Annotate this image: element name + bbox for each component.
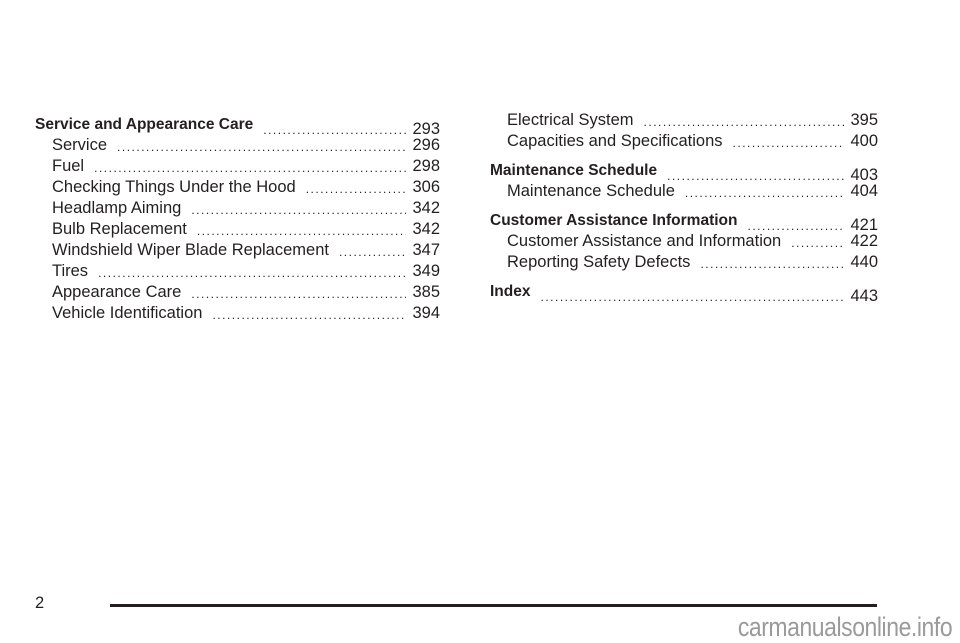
toc-entry[interactable]: Fuel 298 [35,156,440,177]
dot-leader [644,113,844,131]
dot-leader [747,217,844,235]
page-number: 2 [35,594,45,612]
toc-title: Maintenance Schedule [507,182,675,200]
toc-title: Maintenance Schedule [490,162,658,179]
watermark: carmanualsonline.info [737,612,953,642]
dot-leader [685,184,844,202]
dot-leader [339,243,406,261]
toc-title: Vehicle Identification [52,304,203,322]
toc-title: Customer Assistance Information [490,212,738,229]
dot-leader [733,134,844,152]
toc-entry[interactable]: Windshield Wiper Blade Replacement 347 [35,240,440,261]
toc-entry[interactable]: Customer Assistance and Information 422 [490,231,878,252]
toc-title: Fuel [52,157,85,175]
dot-leader [212,306,406,324]
dot-leader [667,167,844,185]
toc-left-column: Service and Appearance Care 293 Service 296… [35,110,440,324]
toc-section-heading[interactable]: Index 443 [490,277,878,305]
toc-title: Electrical System [507,111,634,129]
dot-leader [191,201,406,219]
toc-title: Customer Assistance and Information [507,232,782,250]
toc-page-number: 385 [412,283,440,301]
toc-page-number: 403 [850,166,878,184]
toc-page-number: 395 [850,111,878,129]
toc-section-heading[interactable]: Maintenance Schedule 403 [490,156,878,184]
toc-page-number: 298 [412,157,440,175]
dot-leader [117,138,406,156]
toc-entry[interactable]: Headlamp Aiming 342 [35,198,440,219]
toc-page-number: 342 [412,199,440,217]
dot-leader [197,222,406,240]
toc-entry[interactable]: Reporting Safety Defects 440 [490,252,878,273]
toc-page-number: 394 [412,304,440,322]
toc-title: Service [52,136,108,154]
toc-title: Checking Things Under the Hood [52,178,296,196]
dot-leader [94,159,406,177]
toc-entry[interactable]: Vehicle Identification 394 [35,303,440,324]
toc-section-heading[interactable]: Service and Appearance Care 293 [35,110,440,138]
toc-page-number: 404 [850,182,878,200]
toc-title: Headlamp Aiming [52,199,182,217]
toc-page-number: 349 [412,262,440,280]
toc-page-number: 443 [850,287,878,305]
toc-page-number: 422 [850,232,878,250]
toc-title: Index [490,283,531,300]
toc-title: Appearance Care [52,283,182,301]
footer-rule [110,604,877,607]
toc-entry[interactable]: Electrical System 395 [490,110,878,131]
toc-section-heading[interactable]: Customer Assistance Information 421 [490,206,878,234]
dot-leader [98,264,406,282]
toc-title: Service and Appearance Care [35,116,254,133]
toc-entry[interactable]: Capacities and Specifications 400 [490,131,878,152]
toc-title: Reporting Safety Defects [507,253,691,271]
dot-leader [263,121,406,139]
toc-page-number: 440 [850,253,878,271]
toc-entry[interactable]: Appearance Care 385 [35,282,440,303]
toc-entry[interactable]: Tires 349 [35,261,440,282]
toc-page-number: 306 [412,178,440,196]
toc-page-number: 293 [412,120,440,138]
toc-page-number: 400 [850,132,878,150]
toc-title: Capacities and Specifications [507,132,723,150]
toc-page-number: 421 [850,216,878,234]
toc-title: Bulb Replacement [52,220,187,238]
toc-entry[interactable]: Checking Things Under the Hood 306 [35,177,440,198]
dot-leader [540,288,844,306]
dot-leader [191,285,406,303]
toc-entry[interactable]: Bulb Replacement 342 [35,219,440,240]
toc-page-number: 342 [412,220,440,238]
dot-leader [306,180,406,198]
toc-page-number: 347 [412,241,440,259]
toc-page-number: 296 [412,136,440,154]
toc-title: Windshield Wiper Blade Replacement [52,241,329,259]
dot-leader [791,234,844,252]
toc-entry[interactable]: Service 296 [35,135,440,156]
toc-entry[interactable]: Maintenance Schedule 404 [490,181,878,202]
toc-title: Tires [52,262,89,280]
dot-leader [700,255,844,273]
toc-right-column: Electrical System 395 Capacities and Speci… [490,110,878,305]
